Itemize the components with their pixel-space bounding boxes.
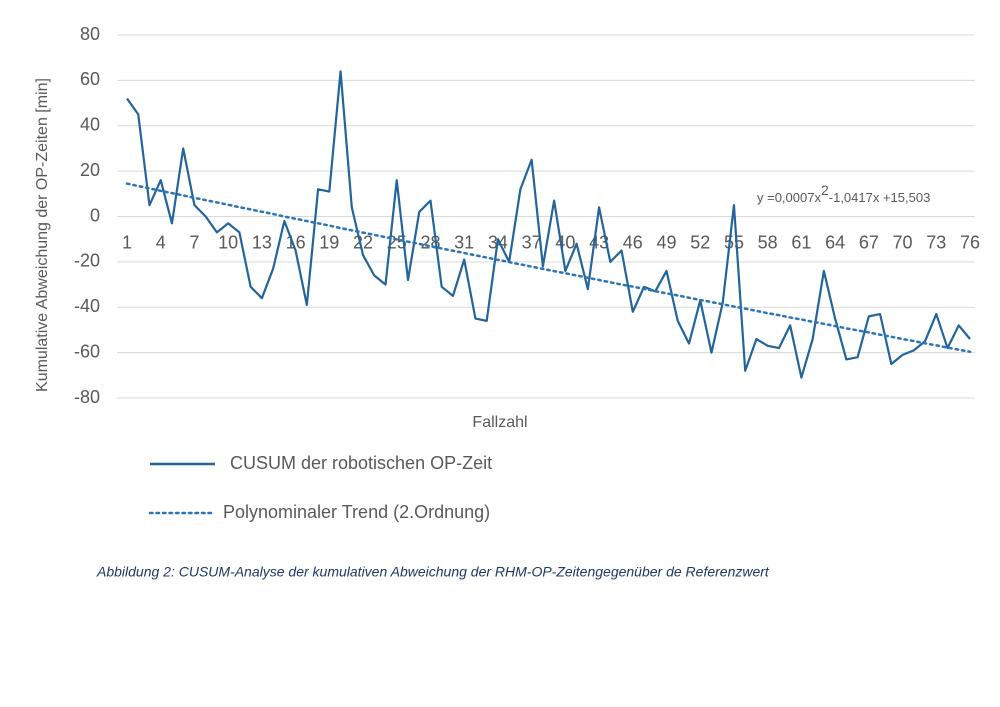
trend-equation: y =0,0007x2-1,0417x +15,503 [757,182,930,206]
x-tick-label: 40 [555,232,575,252]
x-tick-label: 1 [122,232,132,252]
x-tick-label: 7 [189,232,199,252]
x-tick-label: 61 [791,232,811,252]
equation-part: y =0,0007x [757,190,821,205]
y-tick-label: -20 [74,251,100,271]
equation-part: -1,0417x +15,503 [829,190,931,205]
data-line [126,70,971,379]
y-tick-label: 80 [80,24,100,44]
x-tick-label: 58 [758,232,778,252]
x-tick-label: 49 [657,232,677,252]
x-tick-label: 64 [825,232,845,252]
x-tick-label: 31 [454,232,474,252]
y-axis-title: Kumulative Abweichung der OP-Zeiten [min… [34,78,51,392]
legend-label: Polynominaler Trend (2.Ordnung) [223,502,490,522]
equation-part: 2 [821,182,829,198]
y-tick-label: -60 [74,341,100,361]
x-tick-label: 19 [319,232,339,252]
x-tick-label: 76 [960,232,980,252]
legend-label: CUSUM der robotischen OP-Zeit [230,453,492,473]
y-tick-label: -40 [74,296,100,316]
x-tick-label: 46 [623,232,643,252]
y-tick-label: -80 [74,387,100,407]
x-tick-label: 73 [926,232,946,252]
x-tick-label: 55 [724,232,744,252]
x-tick-label: 37 [522,232,542,252]
y-tick-label: 40 [80,115,100,135]
x-tick-label: 13 [252,232,272,252]
x-tick-label: 70 [893,232,913,252]
x-tick-label: 67 [859,232,879,252]
trend-line [125,182,972,353]
y-tick-label: 0 [90,205,100,225]
caption: Abbildung 2: CUSUM-Analyse der kumulativ… [96,564,770,580]
x-tick-label: 4 [156,232,166,252]
y-tick-label: 60 [80,69,100,89]
x-tick-label: 10 [218,232,238,252]
x-tick-label: 52 [690,232,710,252]
x-tick-label: 25 [387,232,407,252]
y-tick-label: 20 [80,160,100,180]
x-axis-title: Fallzahl [472,414,527,431]
